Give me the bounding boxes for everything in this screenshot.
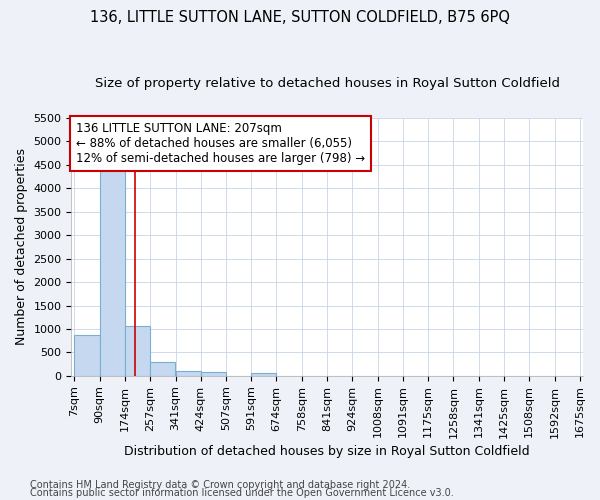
Bar [150, 362, 175, 376]
Bar [251, 374, 277, 376]
X-axis label: Distribution of detached houses by size in Royal Sutton Coldfield: Distribution of detached houses by size … [124, 444, 530, 458]
Bar [125, 326, 150, 376]
Text: Contains public sector information licensed under the Open Government Licence v3: Contains public sector information licen… [30, 488, 454, 498]
Bar [176, 371, 201, 376]
Text: Contains HM Land Registry data © Crown copyright and database right 2024.: Contains HM Land Registry data © Crown c… [30, 480, 410, 490]
Y-axis label: Number of detached properties: Number of detached properties [15, 148, 28, 346]
Text: 136 LITTLE SUTTON LANE: 207sqm
← 88% of detached houses are smaller (6,055)
12% : 136 LITTLE SUTTON LANE: 207sqm ← 88% of … [76, 122, 365, 165]
Bar [74, 334, 100, 376]
Bar [100, 162, 125, 376]
Text: 136, LITTLE SUTTON LANE, SUTTON COLDFIELD, B75 6PQ: 136, LITTLE SUTTON LANE, SUTTON COLDFIEL… [90, 10, 510, 25]
Title: Size of property relative to detached houses in Royal Sutton Coldfield: Size of property relative to detached ho… [95, 78, 560, 90]
Bar [201, 372, 226, 376]
